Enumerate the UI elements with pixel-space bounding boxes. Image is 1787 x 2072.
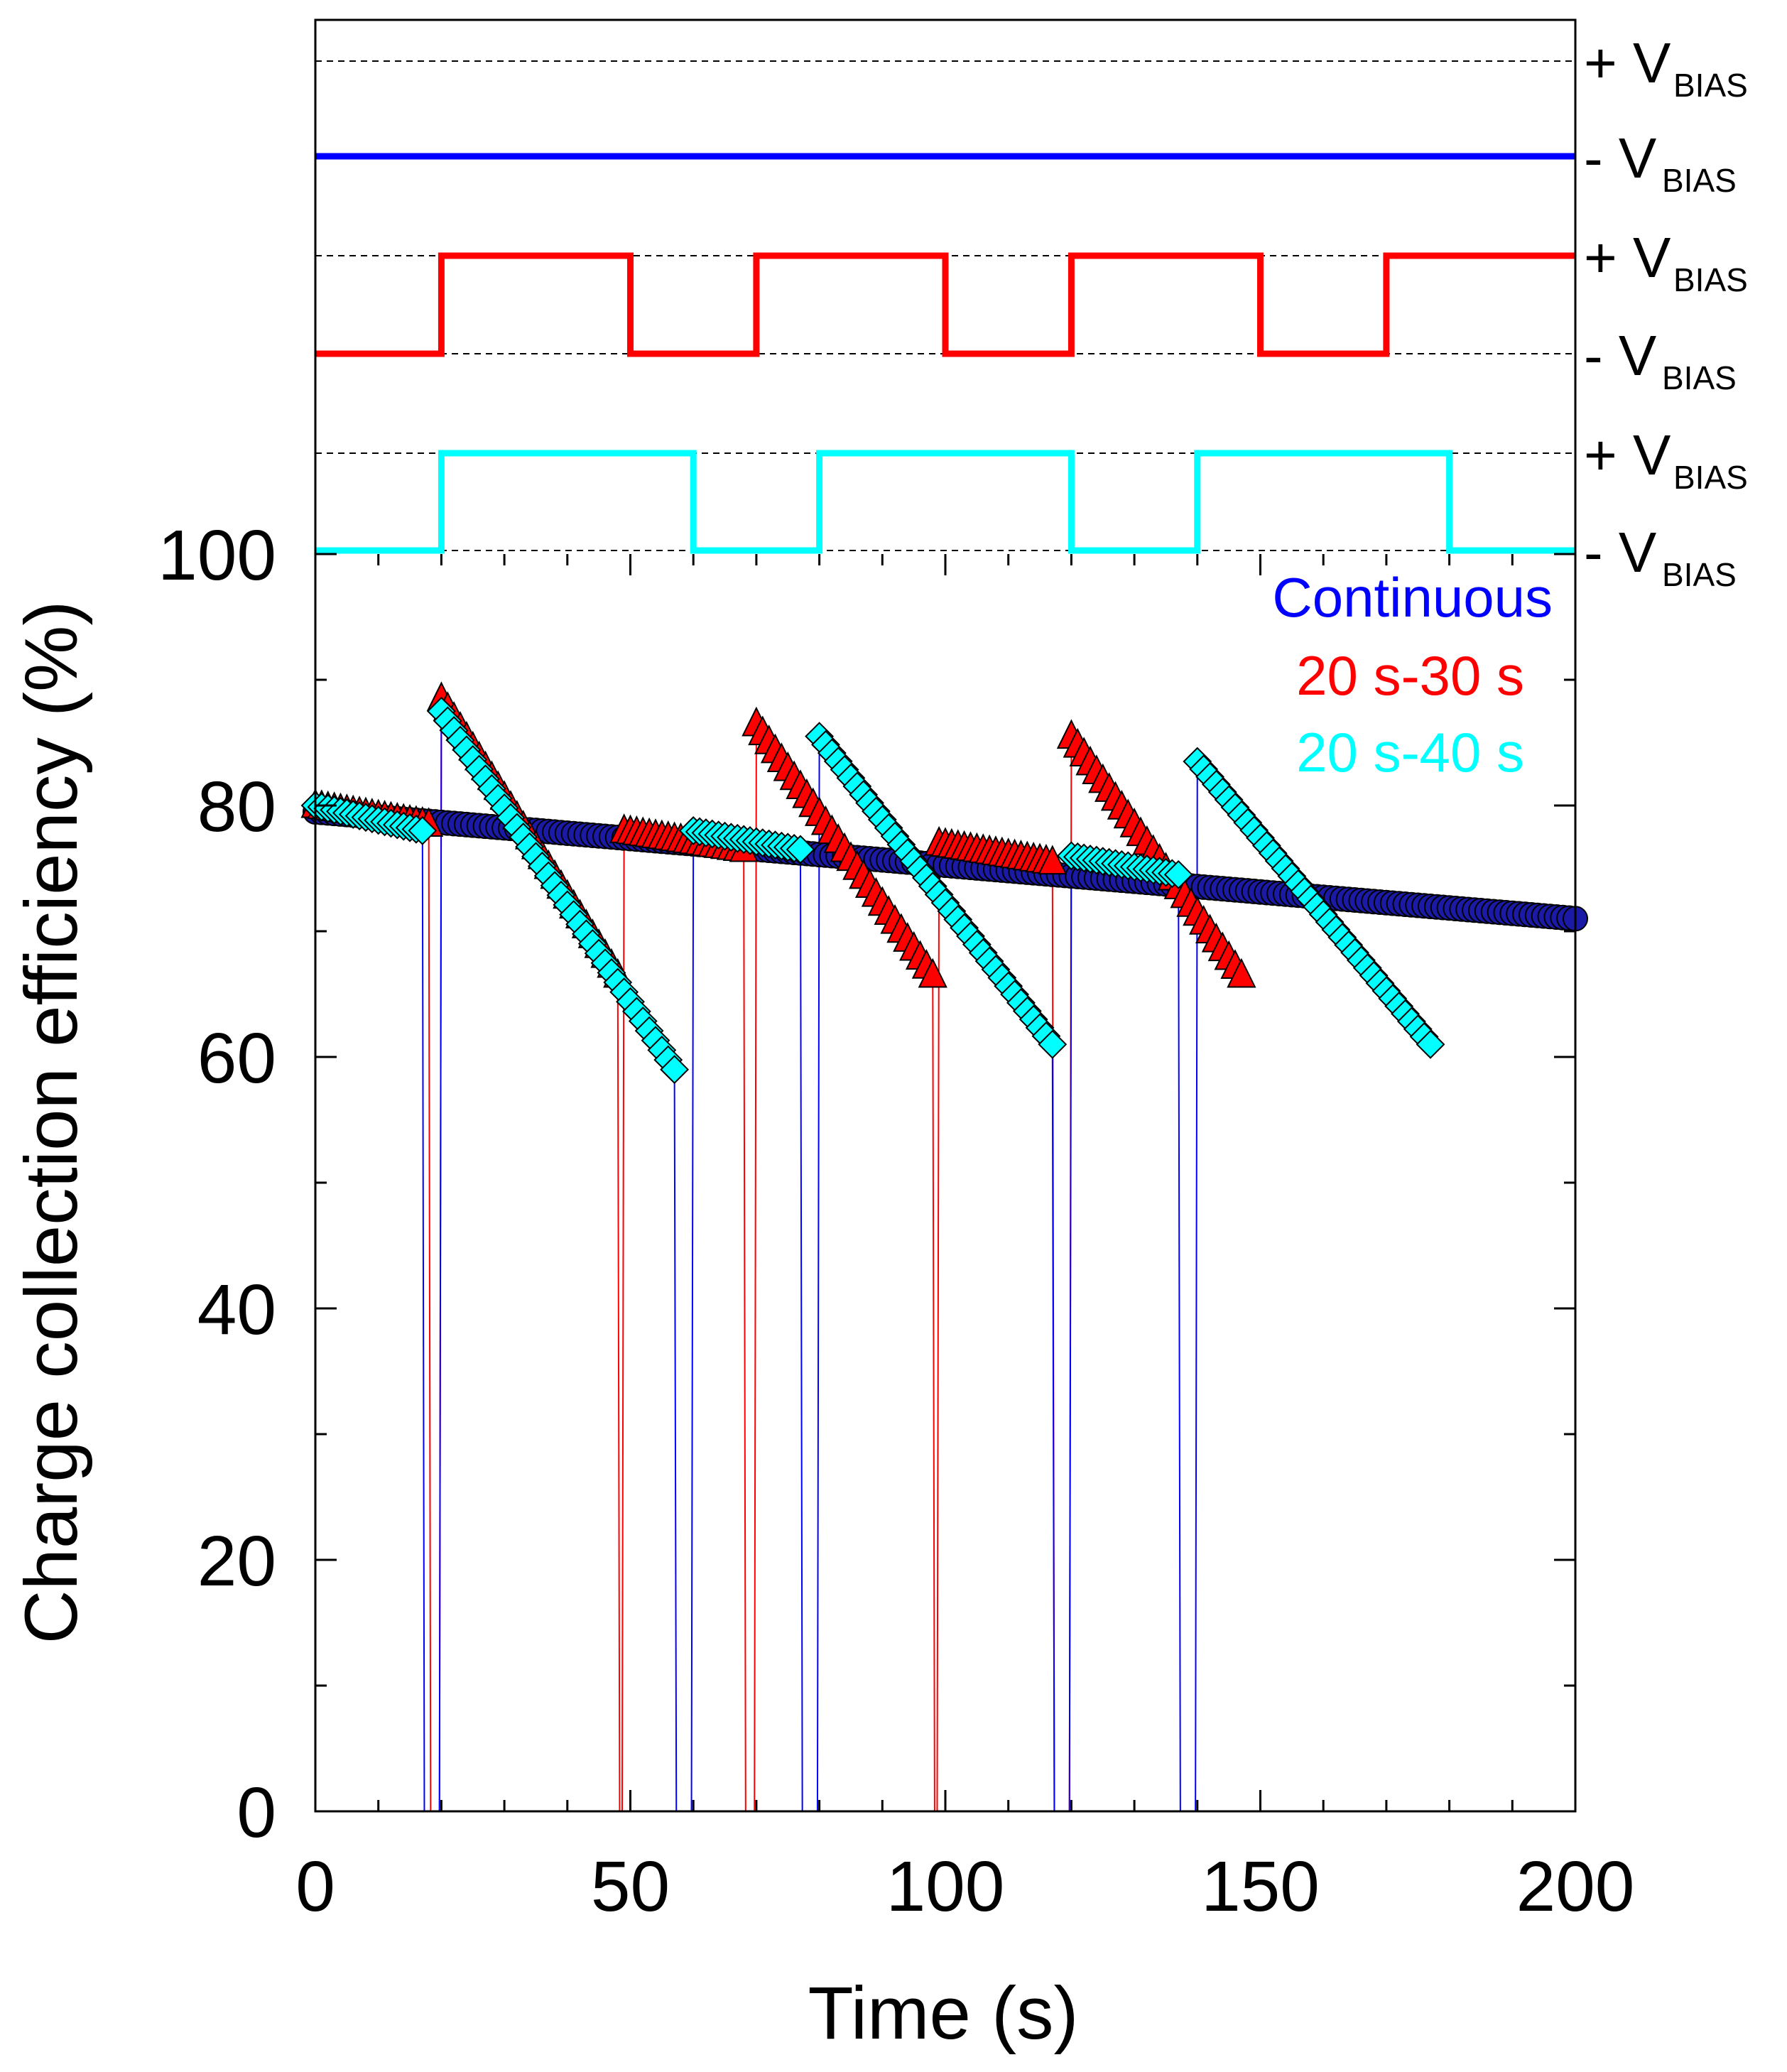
bias-label-plus: + V bbox=[1584, 226, 1671, 289]
legend-item-20s-40s: 20 s-40 s bbox=[1296, 721, 1524, 783]
plot-area bbox=[300, 681, 1588, 1812]
data-point bbox=[1038, 845, 1068, 875]
data-markers bbox=[300, 681, 1588, 1085]
bias-level-labels: + V BIAS- V BIAS+ V BIAS- V BIAS+ V BIAS- V BI… bbox=[1584, 31, 1748, 593]
bias-label-subscript: BIAS bbox=[1662, 556, 1737, 593]
series-20s-40s bbox=[300, 696, 1445, 1085]
bias-label-subscript: BIAS bbox=[1673, 459, 1748, 496]
bias-label-subscript: BIAS bbox=[1662, 162, 1737, 199]
legend-item-continuous: Continuous bbox=[1272, 566, 1553, 629]
x-tick-label: 150 bbox=[1201, 1847, 1320, 1926]
bias-label-plus: + V bbox=[1584, 31, 1671, 94]
bias-waveform-1 bbox=[315, 252, 1575, 357]
legend: Continuous 20 s-30 s 20 s-40 s bbox=[1272, 566, 1553, 783]
x-tick-label: 50 bbox=[591, 1847, 670, 1926]
data-point bbox=[1163, 859, 1193, 889]
data-point bbox=[786, 835, 815, 864]
y-tick-label: 0 bbox=[237, 1773, 276, 1853]
y-axis-label: Charge collection efficiency (%) bbox=[10, 601, 93, 1644]
data-point bbox=[918, 958, 947, 988]
data-point bbox=[1227, 958, 1256, 988]
y-tick-label: 40 bbox=[197, 1270, 276, 1350]
x-axis-label: Time (s) bbox=[808, 1972, 1078, 2055]
data-point bbox=[660, 1055, 690, 1085]
y-tick-label: 100 bbox=[158, 516, 276, 595]
bias-label-minus: - V bbox=[1584, 324, 1657, 387]
bias-label-subscript: BIAS bbox=[1673, 261, 1748, 298]
bias-label-subscript: BIAS bbox=[1673, 67, 1748, 104]
y-tick-label: 60 bbox=[197, 1019, 276, 1098]
bias-label-plus: + V bbox=[1584, 423, 1671, 487]
data-point bbox=[408, 815, 438, 845]
bias-label-minus: - V bbox=[1584, 521, 1657, 584]
bias-label-subscript: BIAS bbox=[1662, 359, 1737, 396]
x-tick-label: 100 bbox=[886, 1847, 1005, 1926]
bias-label-minus: - V bbox=[1584, 126, 1657, 190]
legend-item-20s-30s: 20 s-30 s bbox=[1296, 644, 1524, 707]
y-tick-label: 80 bbox=[197, 767, 276, 847]
data-point bbox=[1038, 1029, 1068, 1059]
axis-ticks: 0 50 100 150 200 0 20 40 60 80 100 bbox=[158, 516, 1634, 1926]
y-tick-label: 20 bbox=[197, 1522, 276, 1601]
x-tick-label: 200 bbox=[1516, 1847, 1635, 1926]
bias-waveform-panel bbox=[315, 60, 1575, 554]
bias-waveform-2 bbox=[315, 450, 1575, 554]
x-tick-label: 0 bbox=[295, 1847, 335, 1926]
data-point bbox=[1416, 1029, 1445, 1059]
